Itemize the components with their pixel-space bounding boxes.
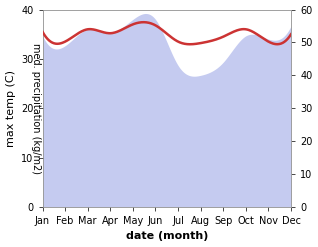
X-axis label: date (month): date (month) [126,231,208,242]
Y-axis label: max temp (C): max temp (C) [5,70,16,147]
Y-axis label: med. precipitation (kg/m2): med. precipitation (kg/m2) [31,43,41,174]
